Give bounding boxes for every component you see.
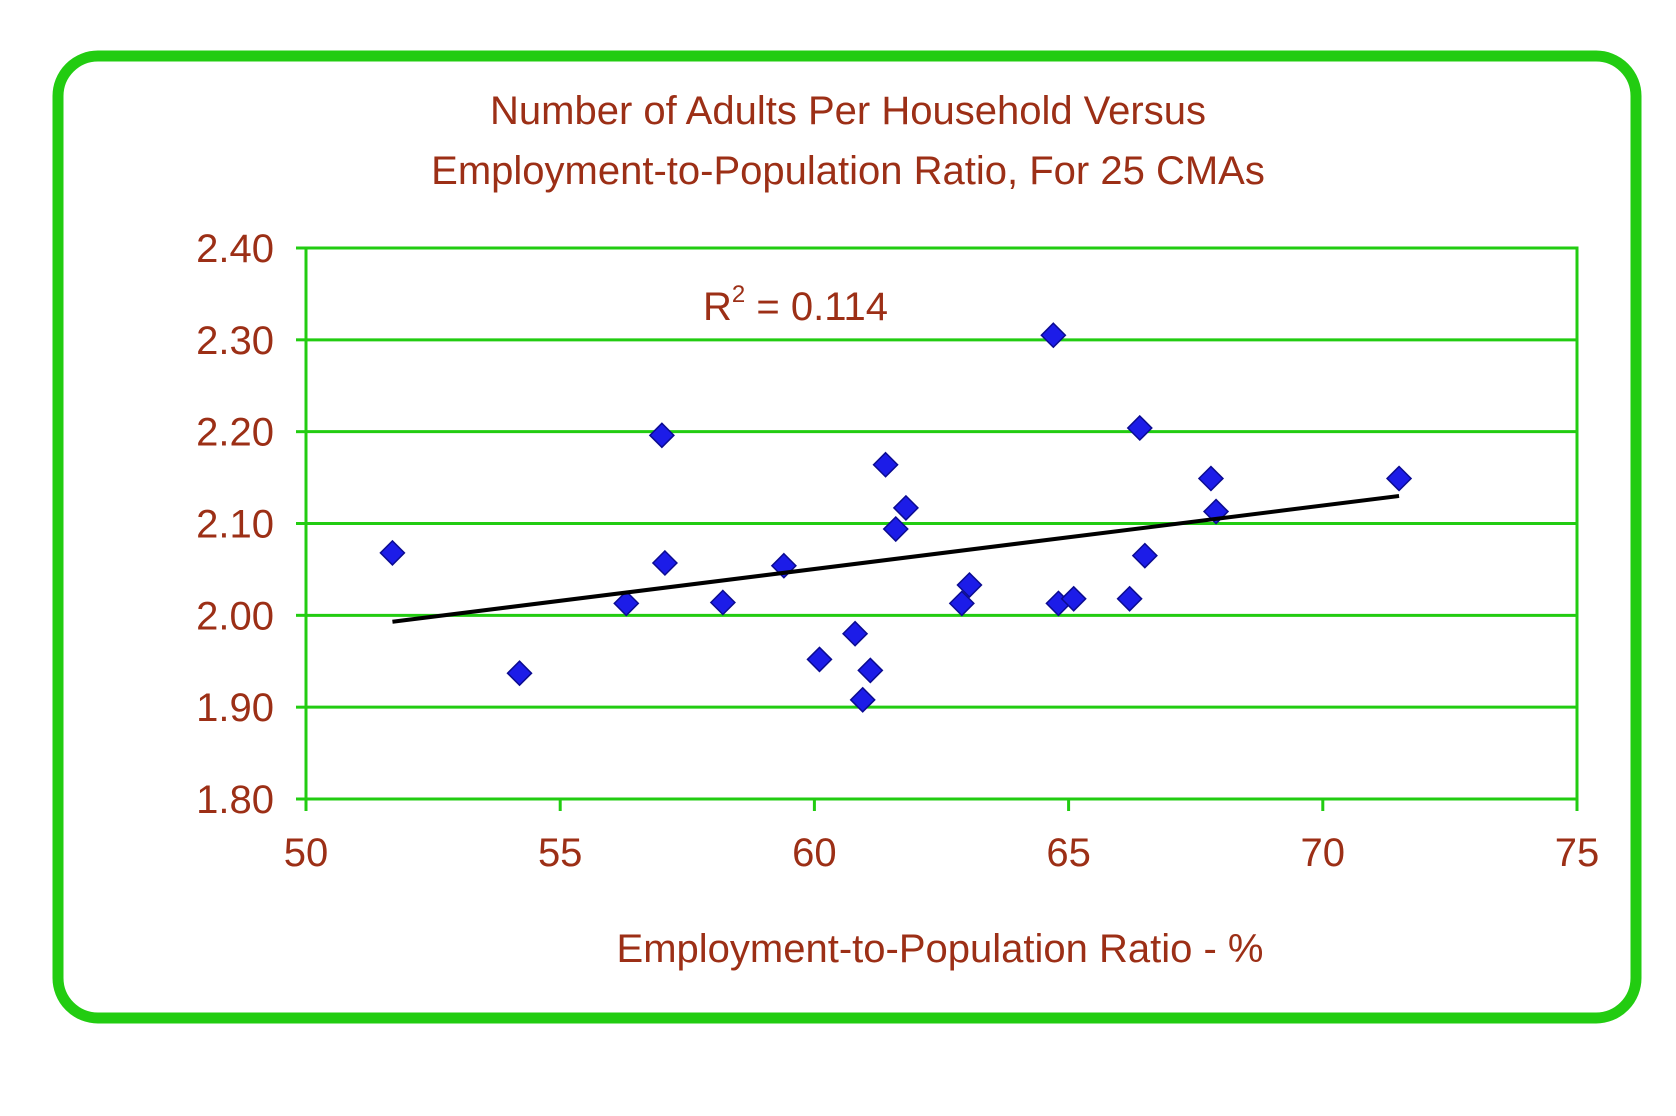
point [1131,542,1158,569]
point [613,590,640,617]
y-tick-label: 1.90 [196,686,274,730]
point [1040,322,1067,349]
point [849,686,876,713]
point [1197,465,1225,492]
point [857,657,884,684]
trendline [392,493,1400,624]
y-tick-label: 1.80 [196,778,274,822]
y-tick-label: 2.00 [196,594,274,638]
point [1126,414,1153,442]
point [956,571,983,599]
point [806,646,833,673]
point [872,451,899,478]
point [379,539,406,566]
point [1116,585,1143,612]
y-tick-label: 2.40 [196,227,274,271]
x-tick-label: 50 [284,831,329,875]
chart-title: Number of Adults Per Household Versus [490,89,1206,133]
point [842,620,869,647]
point [882,515,909,543]
frame [52,50,1642,1024]
annotation: R2 = 0.114 [703,281,888,329]
point [648,422,675,449]
point [651,549,678,577]
point [1385,465,1413,492]
y-tick-label: 2.20 [196,411,274,455]
x-tick-label: 70 [1301,831,1346,875]
point [506,660,533,687]
point [948,590,975,617]
point [892,494,919,521]
y-tick-label: 2.30 [196,319,274,363]
x-axis-label: Employment-to-Population Ratio - % [617,927,1264,971]
x-tick-label: 75 [1555,831,1600,875]
point [709,589,736,616]
x-tick-label: 60 [792,831,837,875]
x-tick-label: 55 [538,831,583,875]
point [1060,585,1087,612]
chart-title: Employment-to-Population Ratio, For 25 C… [431,149,1265,193]
x-tick-label: 65 [1046,831,1091,875]
plot-area: 1.80 1.90 2.00 2.10 2.20 2.30 2.40 50 55 60 65 70 75 [196,227,1599,875]
y-tick-label: 2.10 [196,503,274,547]
